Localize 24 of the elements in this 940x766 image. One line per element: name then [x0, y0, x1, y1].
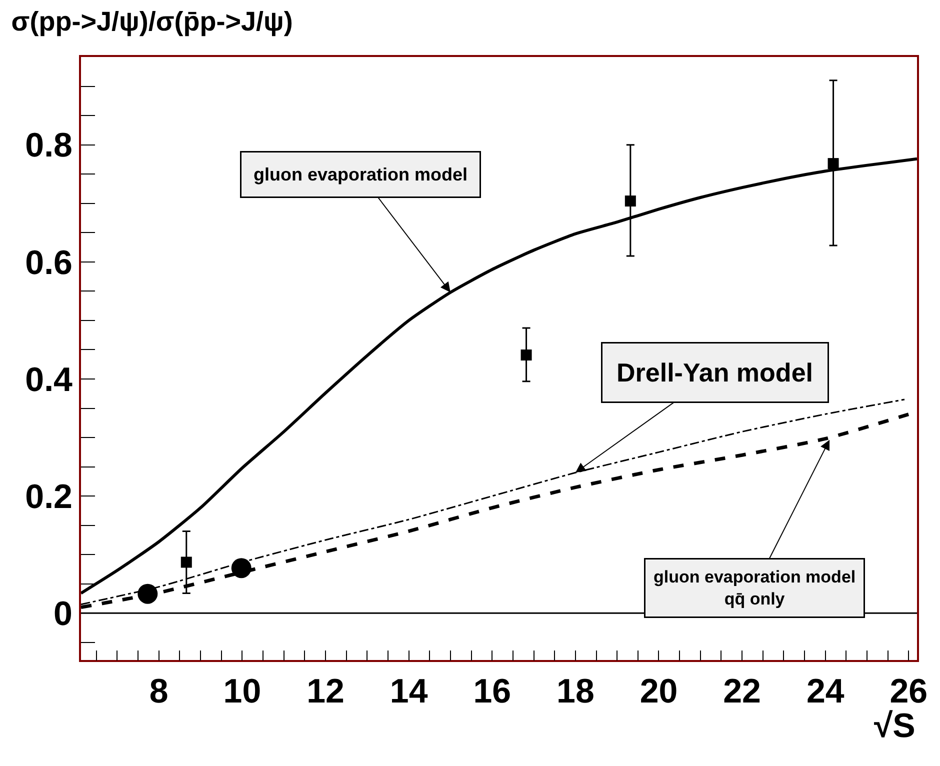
y-tick-label: 0.8: [25, 126, 72, 165]
x-tick-label: 16: [473, 672, 512, 711]
x-tick-label: 24: [806, 672, 844, 711]
x-tick-label: 14: [390, 672, 428, 711]
y-tick-label: 0.6: [25, 244, 72, 282]
x-tick-label: 10: [223, 672, 262, 711]
point: [231, 558, 252, 578]
x-tick-label: 12: [306, 672, 344, 711]
x-tick-label: 20: [640, 672, 678, 711]
point: [624, 196, 636, 207]
x-tick-label: 22: [723, 672, 761, 711]
point: [138, 584, 158, 604]
x-tick-label: 18: [556, 672, 594, 711]
annotation: Drell-Yan model: [616, 358, 813, 388]
annotation: gluon evaporation model qq̄ only: [654, 568, 856, 609]
y-tick-label: 0: [54, 595, 72, 634]
y-tick-label: 0.4: [25, 360, 73, 399]
point: [828, 158, 839, 170]
y-tick-label: 0.2: [25, 478, 72, 516]
x-tick-label: 8: [149, 672, 168, 711]
point: [520, 349, 532, 360]
annotation: gluon evaporation model: [254, 164, 468, 184]
point: [180, 556, 192, 568]
chart-title: σ(pp->J/ψ)/σ(p̄p->J/ψ): [11, 6, 293, 36]
